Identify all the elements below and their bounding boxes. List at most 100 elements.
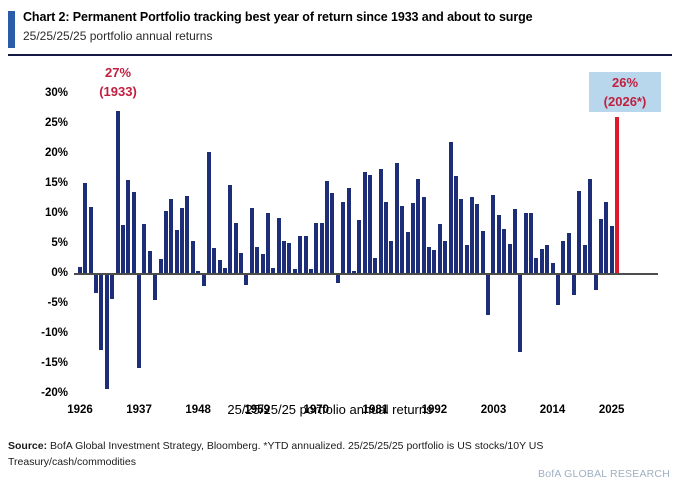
y-axis-tick-label: -20% <box>41 387 68 399</box>
bar-1965 <box>287 243 291 273</box>
bar-1996 <box>454 175 458 273</box>
header-accent-bar <box>8 11 15 48</box>
bar-1927 <box>83 183 87 273</box>
bar-1944 <box>175 230 179 273</box>
x-axis-tick-label: 1926 <box>67 404 93 416</box>
bar-2000 <box>475 204 479 273</box>
bar-2026 <box>615 117 619 273</box>
bar-2008 <box>518 275 522 352</box>
bar-1998 <box>465 245 469 273</box>
y-axis-tick-label: 5% <box>51 237 68 249</box>
bar-1928 <box>89 207 93 273</box>
bar-1941 <box>159 259 163 273</box>
x-axis-tick-label: 2003 <box>480 404 507 416</box>
bar-1960 <box>261 254 265 273</box>
bar-1939 <box>148 250 152 273</box>
chart-center-label: 25/25/25/25 portfolio annual returns <box>227 402 433 417</box>
bar-2025 <box>610 225 614 273</box>
annotation-value: 26% <box>611 75 639 90</box>
bar-1978 <box>357 220 361 273</box>
chart-subtitle: 25/25/25/25 portfolio annual returns <box>23 29 213 43</box>
bar-2012 <box>540 249 544 273</box>
x-axis-tick-label: 2014 <box>539 404 566 416</box>
bar-1940 <box>153 275 157 301</box>
bar-1980 <box>368 174 372 273</box>
bar-2011 <box>534 258 538 273</box>
header-divider <box>8 54 672 56</box>
bar-2015 <box>556 275 560 305</box>
bar-2004 <box>497 214 501 273</box>
bar-1995 <box>449 142 453 273</box>
source-text: BofA Global Investment Strategy, Bloombe… <box>8 440 544 469</box>
bar-1997 <box>459 199 463 273</box>
y-axis-tick-label: 10% <box>44 207 68 219</box>
bar-1977 <box>352 270 356 273</box>
bar-1968 <box>304 236 308 273</box>
bar-1949 <box>202 275 206 286</box>
bar-2020 <box>583 244 587 273</box>
x-axis-tick-label: 1937 <box>126 404 152 416</box>
annotation-year: (1933) <box>99 84 137 99</box>
bar-2007 <box>513 209 517 273</box>
y-axis-tick-label: 20% <box>44 147 68 159</box>
bar-1958 <box>250 208 254 273</box>
bar-1929 <box>94 275 98 293</box>
bar-1955 <box>234 223 238 273</box>
source-note: Source: BofA Global Investment Strategy,… <box>8 438 608 471</box>
source-label: Source: <box>8 440 48 452</box>
bar-1983 <box>384 202 388 273</box>
bar-1979 <box>363 172 367 273</box>
bar-1986 <box>400 206 404 273</box>
chart-plot-area: 25/25/25/25 portfolio annual returns 30%… <box>0 58 680 428</box>
bar-1948 <box>196 271 200 273</box>
bar-2024 <box>604 201 608 273</box>
y-axis-tick-label: 30% <box>44 87 68 99</box>
bar-1954 <box>228 184 232 273</box>
bar-1934 <box>121 225 125 273</box>
bar-2003 <box>491 195 495 273</box>
bar-1951 <box>212 248 216 273</box>
bar-2017 <box>567 232 571 273</box>
bar-1963 <box>277 217 281 273</box>
x-axis-line <box>74 273 658 275</box>
bar-1932 <box>110 275 114 299</box>
bar-1974 <box>336 275 340 284</box>
bar-2014 <box>551 263 555 273</box>
y-axis-tick-label: -5% <box>47 297 68 309</box>
y-axis-tick-label: -10% <box>41 327 68 339</box>
bar-1975 <box>341 201 345 273</box>
x-axis-tick-label: 1981 <box>362 404 389 416</box>
annotation-value: 27% <box>104 65 132 80</box>
bar-2021 <box>588 178 592 273</box>
y-axis-tick-label: 25% <box>44 117 68 129</box>
bar-1973 <box>330 192 334 273</box>
bar-2023 <box>599 219 603 273</box>
bar-1945 <box>180 208 184 273</box>
bar-2013 <box>545 245 549 273</box>
bar-1935 <box>126 180 130 273</box>
bar-1990 <box>422 197 426 273</box>
bar-1982 <box>379 169 383 273</box>
bar-1953 <box>223 267 227 273</box>
bar-1976 <box>347 188 351 273</box>
bar-1969 <box>309 268 313 273</box>
bar-1984 <box>389 241 393 273</box>
bar-1936 <box>132 192 136 273</box>
bar-1988 <box>411 202 415 273</box>
brand-label: BofA GLOBAL RESEARCH <box>538 468 670 480</box>
bar-1933 <box>116 111 120 273</box>
bar-2006 <box>508 243 512 273</box>
bar-1993 <box>438 223 442 273</box>
bar-1962 <box>271 268 275 273</box>
bar-1947 <box>191 241 195 273</box>
y-axis-tick-label: 0% <box>51 267 68 279</box>
bar-1942 <box>164 210 168 273</box>
bar-1961 <box>266 213 270 273</box>
bar-1950 <box>207 151 211 273</box>
bar-2001 <box>481 231 485 273</box>
bar-1972 <box>325 180 329 273</box>
x-axis-tick-label: 2025 <box>598 404 625 416</box>
bar-1937 <box>137 275 141 368</box>
bar-1956 <box>239 252 243 273</box>
x-axis-tick-label: 1948 <box>185 404 211 416</box>
